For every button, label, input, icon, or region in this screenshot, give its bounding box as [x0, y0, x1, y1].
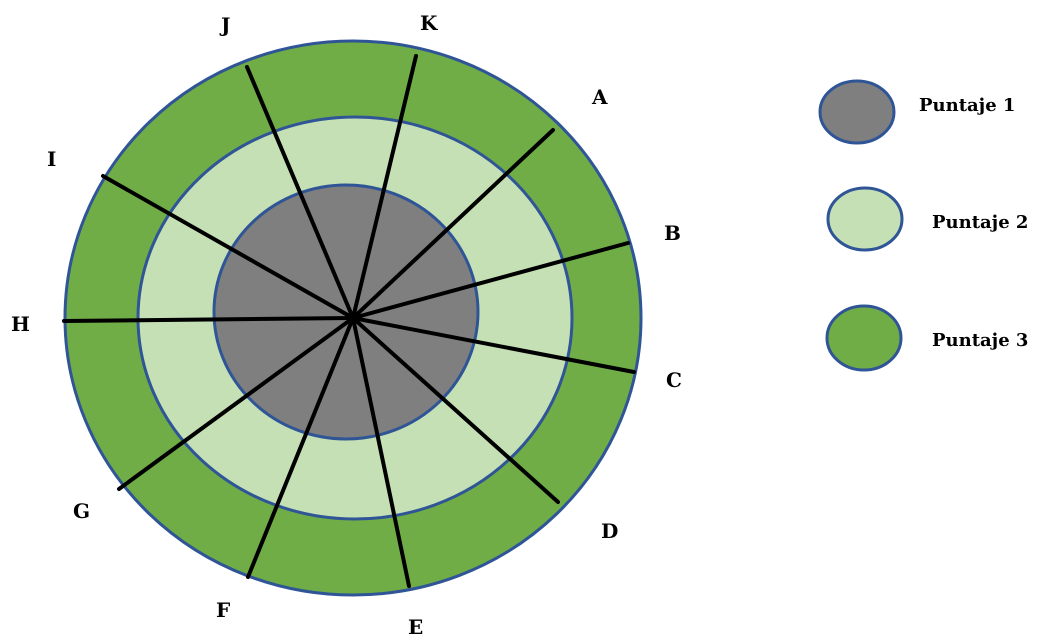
spoke-label-H: H	[11, 312, 30, 336]
legend-swatch-score-3	[827, 306, 901, 370]
spoke-label-J: J	[219, 13, 230, 37]
legend-swatch-score-2	[828, 188, 902, 250]
legend-swatch-score-1	[820, 81, 894, 143]
spoke-label-D: D	[601, 519, 618, 543]
legend-label-score-3: Puntaje 3	[932, 330, 1028, 351]
spoke-label-K: K	[420, 11, 438, 35]
spoke-label-F: F	[216, 598, 230, 622]
legend-label-score-2: Puntaje 2	[932, 212, 1028, 233]
legend: Puntaje 1 Puntaje 2 Puntaje 3	[820, 81, 1028, 370]
spoke-label-E: E	[408, 615, 423, 637]
spoke-label-C: C	[666, 368, 682, 392]
spoke-label-B: B	[664, 221, 681, 245]
spoke-label-I: I	[47, 147, 56, 171]
legend-label-score-1: Puntaje 1	[919, 95, 1015, 116]
spoke-label-G: G	[73, 499, 90, 523]
spoke-label-A: A	[591, 85, 608, 109]
